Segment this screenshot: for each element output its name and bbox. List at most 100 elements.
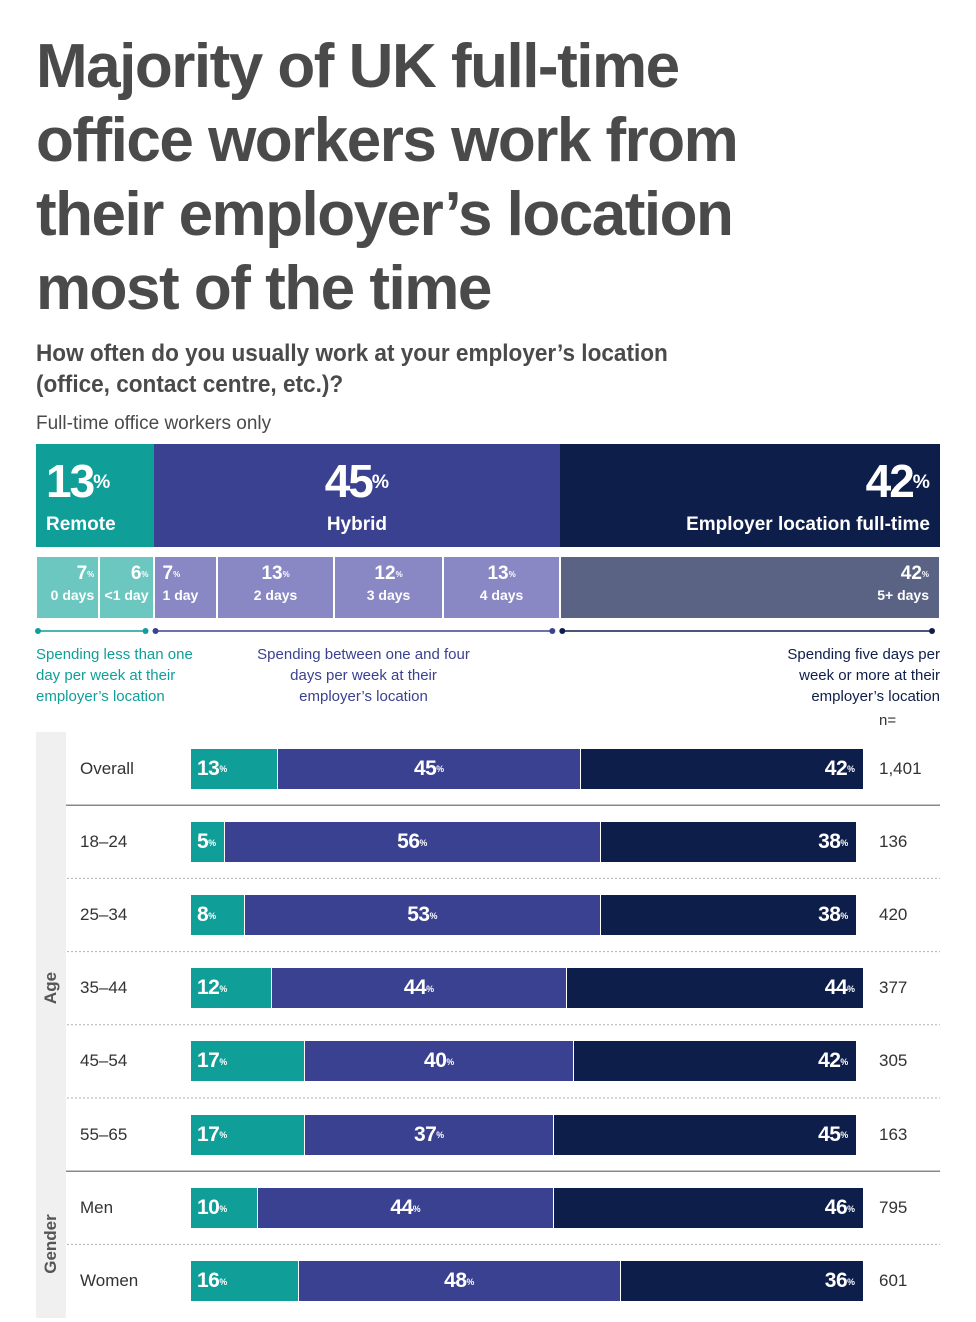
bar-segment-hybrid: 37%	[305, 1114, 554, 1155]
breakdown-days: 5+ days	[877, 587, 929, 603]
bar-value-hybrid: 44%	[403, 976, 435, 1000]
row-n: 163	[879, 1124, 908, 1144]
summary-segment-fulltime: 42% Employer location full-time	[560, 444, 940, 547]
breakdown-percent: 13%	[261, 563, 290, 584]
group-label: Gender	[41, 1214, 60, 1275]
bar-value-hybrid: 44%	[390, 1195, 421, 1219]
bar-value-fulltime: 42%	[824, 756, 855, 780]
breakdown-days: 1 day	[162, 587, 199, 603]
breakdown-days: 2 days	[253, 587, 298, 603]
group-band	[36, 1171, 66, 1318]
breakdown-segment: 13% 2 days	[217, 557, 334, 618]
note-remote: Spending less than one day per week at t…	[36, 646, 193, 705]
bar-value-fulltime: 46%	[824, 1195, 855, 1219]
breakdown-days: <1 day	[104, 587, 149, 603]
bar-segment-fulltime: 45%	[553, 1114, 857, 1155]
bar-value-hybrid: 53%	[407, 903, 438, 926]
chart-question: How often do you usually work at your em…	[36, 340, 668, 398]
bar-value-fulltime: 45%	[818, 1122, 849, 1146]
chart-base: Full-time office workers only	[36, 413, 272, 434]
breakdown-value: 13% 2 days	[218, 563, 334, 605]
row-n: 377	[879, 978, 908, 998]
breakdown-value: 7% 1 day	[163, 563, 199, 605]
breakdown-percent: 7%	[162, 563, 181, 584]
bracket-dot-hybrid	[152, 628, 159, 634]
row-label: 18–24	[80, 831, 128, 851]
bar-segment-remote: 10%	[191, 1187, 259, 1228]
bar-segment-remote: 8%	[191, 895, 245, 935]
row-n: 601	[879, 1271, 908, 1290]
bar-value-remote: 5%	[197, 829, 217, 853]
bar-segment-fulltime: 36%	[621, 1261, 863, 1301]
bar-segment-hybrid: 56%	[224, 821, 601, 862]
bar-segment-hybrid: 45%	[278, 748, 581, 789]
summary-value-fulltime: 42%	[865, 455, 930, 507]
summary-value-hybrid: 45%	[324, 455, 390, 507]
breakdown-value: 6% <1 day	[105, 563, 149, 605]
bar-value-hybrid: 40%	[424, 1049, 455, 1073]
breakdown-value: 12% 3 days	[335, 563, 441, 605]
breakdown-value: 7% 0 days	[51, 563, 95, 605]
bar-segment-fulltime: 38%	[600, 821, 857, 862]
bar-segment-remote: 5%	[191, 821, 225, 862]
row-label: Women	[80, 1271, 139, 1290]
breakdown-segment: 42% 5+ days	[561, 557, 939, 618]
bar-value-remote: 13%	[197, 756, 228, 780]
bar-segment-fulltime: 42%	[574, 1041, 857, 1082]
row-label: 45–54	[80, 1051, 128, 1071]
bracket-dot-fulltime	[559, 628, 566, 634]
bar-value-remote: 8%	[197, 903, 217, 926]
bar-segment-fulltime: 38%	[600, 895, 857, 935]
row-label: 35–44	[80, 978, 128, 998]
chart-title: Majority of UK full-time office workers …	[36, 32, 739, 323]
bar-segment-remote: 17%	[191, 1041, 306, 1082]
summary-segment-hybrid: 45% Hybrid	[153, 444, 561, 547]
bar-segment-fulltime: 44%	[567, 968, 863, 1009]
bar-value-remote: 16%	[197, 1269, 228, 1292]
bar-value-fulltime: 38%	[818, 829, 849, 853]
bar-value-fulltime: 42%	[818, 1049, 849, 1073]
breakdown-segment: 7% 0 days	[37, 557, 99, 618]
bar-value-remote: 17%	[197, 1122, 228, 1146]
breakdown-days: 3 days	[366, 587, 411, 603]
breakdown-percent: 13%	[487, 563, 516, 584]
row-label: 25–34	[80, 905, 128, 924]
group-label: Age	[41, 972, 60, 1005]
row-label: Men	[80, 1197, 114, 1217]
bar-value-remote: 10%	[197, 1195, 228, 1219]
row-n: 795	[879, 1197, 908, 1217]
row-label: 55–65	[80, 1124, 128, 1144]
bar-value-hybrid: 37%	[413, 1122, 445, 1146]
summary-label-remote: Remote	[46, 514, 116, 535]
bar-segment-fulltime: 46%	[553, 1187, 863, 1228]
bracket-dot-remote	[35, 628, 41, 634]
breakdown-percent: 12%	[374, 563, 403, 584]
bracket-dot-fulltime	[929, 628, 935, 634]
breakdown-percent: 42%	[900, 563, 929, 584]
summary-value-remote: 13%	[46, 455, 111, 507]
bracket-dot-hybrid	[549, 628, 556, 634]
bar-value-fulltime: 38%	[818, 903, 849, 926]
summary-label-hybrid: Hybrid	[326, 514, 387, 535]
note-fulltime: Spending five days per week or more at t…	[787, 646, 940, 705]
bar-value-remote: 12%	[197, 976, 228, 1000]
breakdown-segment: 7% 1 day	[154, 557, 216, 618]
note-hybrid: Spending between one and four days per w…	[257, 646, 470, 705]
bar-value-hybrid: 45%	[413, 756, 445, 780]
row-n: 305	[879, 1051, 908, 1071]
bar-segment-hybrid: 44%	[258, 1187, 554, 1228]
breakdown-segment: 12% 3 days	[335, 557, 442, 618]
breakdown-value: 42% 5+ days	[877, 563, 929, 605]
row-n: 1,401	[879, 758, 922, 778]
breakdown-percent: 6%	[130, 563, 149, 584]
bracket-dot-remote	[142, 628, 149, 634]
bar-segment-fulltime: 42%	[580, 748, 863, 789]
bar-segment-hybrid: 44%	[271, 968, 568, 1009]
bar-value-fulltime: 44%	[824, 976, 855, 1000]
bar-value-remote: 17%	[197, 1049, 228, 1073]
bar-value-hybrid: 56%	[397, 829, 428, 853]
row-n: 420	[879, 905, 908, 924]
breakdown-days: 0 days	[50, 587, 95, 603]
bar-value-fulltime: 36%	[824, 1269, 855, 1292]
summary-segment-remote: 13% Remote	[36, 444, 154, 547]
